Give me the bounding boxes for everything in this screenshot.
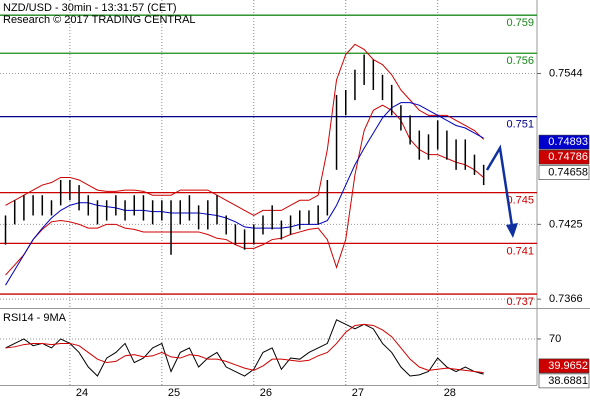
level-label: 0.737 [506, 296, 534, 308]
price-tag [538, 373, 590, 389]
price-tag-label: 0.74893 [548, 136, 588, 148]
chart-title: NZD/USD - 30min - 13:31:57 (CET) [3, 2, 177, 14]
price-tag-label: 0.74786 [548, 151, 588, 163]
indicator-line [5, 43, 485, 217]
forecast-arrow [485, 144, 514, 227]
y-tick-label: 0.7544 [549, 67, 583, 79]
level-label: 0.745 [506, 195, 534, 207]
level-label: 0.741 [506, 245, 534, 257]
price-tag [538, 149, 590, 165]
indicator-line [5, 323, 484, 374]
x-tick-label: 28 [444, 387, 456, 399]
y-tick-label: 0.7425 [549, 218, 583, 230]
forecast-arrowhead [506, 223, 518, 238]
rsi-title: RSI14 - 9MA [3, 312, 67, 324]
indicator-line [5, 319, 484, 377]
price-tag [538, 165, 590, 180]
x-tick-label: 25 [168, 387, 180, 399]
indicator-line [5, 102, 484, 286]
price-tag-label: 0.74658 [548, 167, 588, 179]
y-tick-label: 0.7366 [549, 293, 583, 305]
price-tag-label: 39.9652 [548, 360, 588, 372]
y-tick-label: 70 [549, 333, 561, 345]
x-tick-label: 26 [260, 387, 272, 399]
price-tag [538, 134, 590, 150]
price-tag [538, 358, 590, 374]
x-tick-label: 24 [76, 387, 88, 399]
level-label: 0.759 [506, 17, 534, 29]
price-tag-label: 38.6881 [548, 375, 588, 387]
x-tick-label: 27 [352, 387, 364, 399]
chart-subtitle: Research © 2017 TRADING CENTRAL [3, 14, 196, 26]
level-label: 0.756 [506, 55, 534, 67]
level-label: 0.751 [506, 119, 534, 131]
